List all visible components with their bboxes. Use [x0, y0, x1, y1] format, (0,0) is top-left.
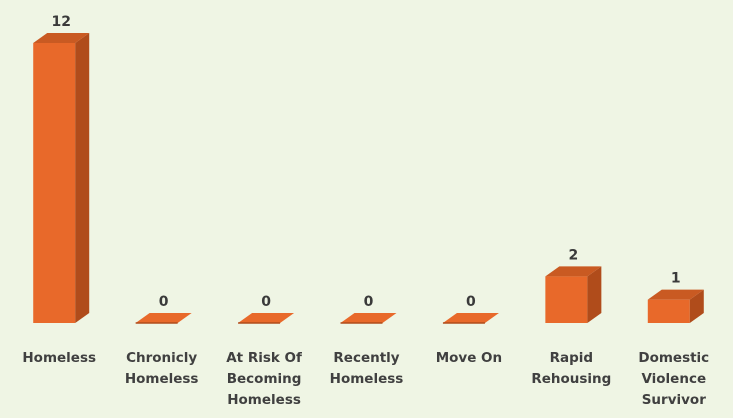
- bar-side-face: [689, 289, 704, 323]
- bar-zero-slab: [238, 313, 295, 323]
- bar-front-face: [647, 299, 690, 323]
- category-label-line: Rapid: [550, 350, 593, 366]
- category-label-line: Violence: [641, 371, 706, 387]
- category-label-line: Homeless: [22, 350, 96, 366]
- category-label-line: At Risk Of: [226, 350, 302, 366]
- data-label: 0: [466, 294, 476, 310]
- data-label: 0: [159, 294, 169, 310]
- category-label-line: Rehousing: [531, 371, 611, 387]
- bar: [238, 313, 295, 324]
- category-label: Rapid Rehousing: [531, 350, 611, 387]
- category-label-line: Becoming: [227, 371, 302, 387]
- bar: [647, 289, 704, 323]
- bar-side-face: [587, 266, 602, 323]
- category-label-line: Homeless: [125, 371, 199, 387]
- bar-zero-slab: [135, 313, 192, 323]
- bar: [340, 313, 397, 324]
- data-label: 0: [364, 294, 374, 310]
- bar-top-face: [33, 33, 90, 43]
- category-label-line: Domestic: [638, 350, 709, 366]
- category-label: At Risk Of Becoming Homeless: [226, 350, 302, 408]
- category-label: Chronicly Homeless: [125, 350, 199, 387]
- data-labels-group: 12 0 0 0 0 2 1: [51, 14, 680, 310]
- category-label: Recently Homeless: [330, 350, 404, 387]
- bar-zero-slab: [340, 313, 397, 323]
- bar-front-face: [545, 276, 588, 323]
- category-labels-group: Homeless Chronicly Homeless At Risk Of Becom…: [22, 350, 709, 408]
- bar: [33, 33, 90, 323]
- category-label-line: Homeless: [227, 392, 301, 408]
- data-label: 2: [568, 247, 578, 263]
- bars-group: [33, 33, 704, 324]
- data-label: 1: [671, 271, 681, 287]
- data-label: 12: [51, 14, 70, 30]
- category-label: Move On: [436, 350, 502, 366]
- category-label-line: Homeless: [330, 371, 404, 387]
- bar-side-face: [75, 33, 90, 323]
- bar: [545, 266, 602, 323]
- bar: [135, 313, 192, 324]
- bar-top-face: [647, 289, 704, 300]
- bar: [442, 313, 499, 324]
- category-label: Homeless: [22, 350, 96, 366]
- data-label: 0: [261, 294, 271, 310]
- bar-front-face: [33, 43, 76, 323]
- category-label-line: Move On: [436, 350, 502, 366]
- bar-zero-slab: [442, 313, 499, 323]
- category-label-line: Chronicly: [126, 350, 197, 366]
- category-label-line: Survivor: [642, 392, 706, 408]
- bar-top-face: [545, 266, 602, 277]
- category-label-line: Recently: [333, 350, 399, 366]
- category-label: Domestic Violence Survivor: [638, 350, 709, 408]
